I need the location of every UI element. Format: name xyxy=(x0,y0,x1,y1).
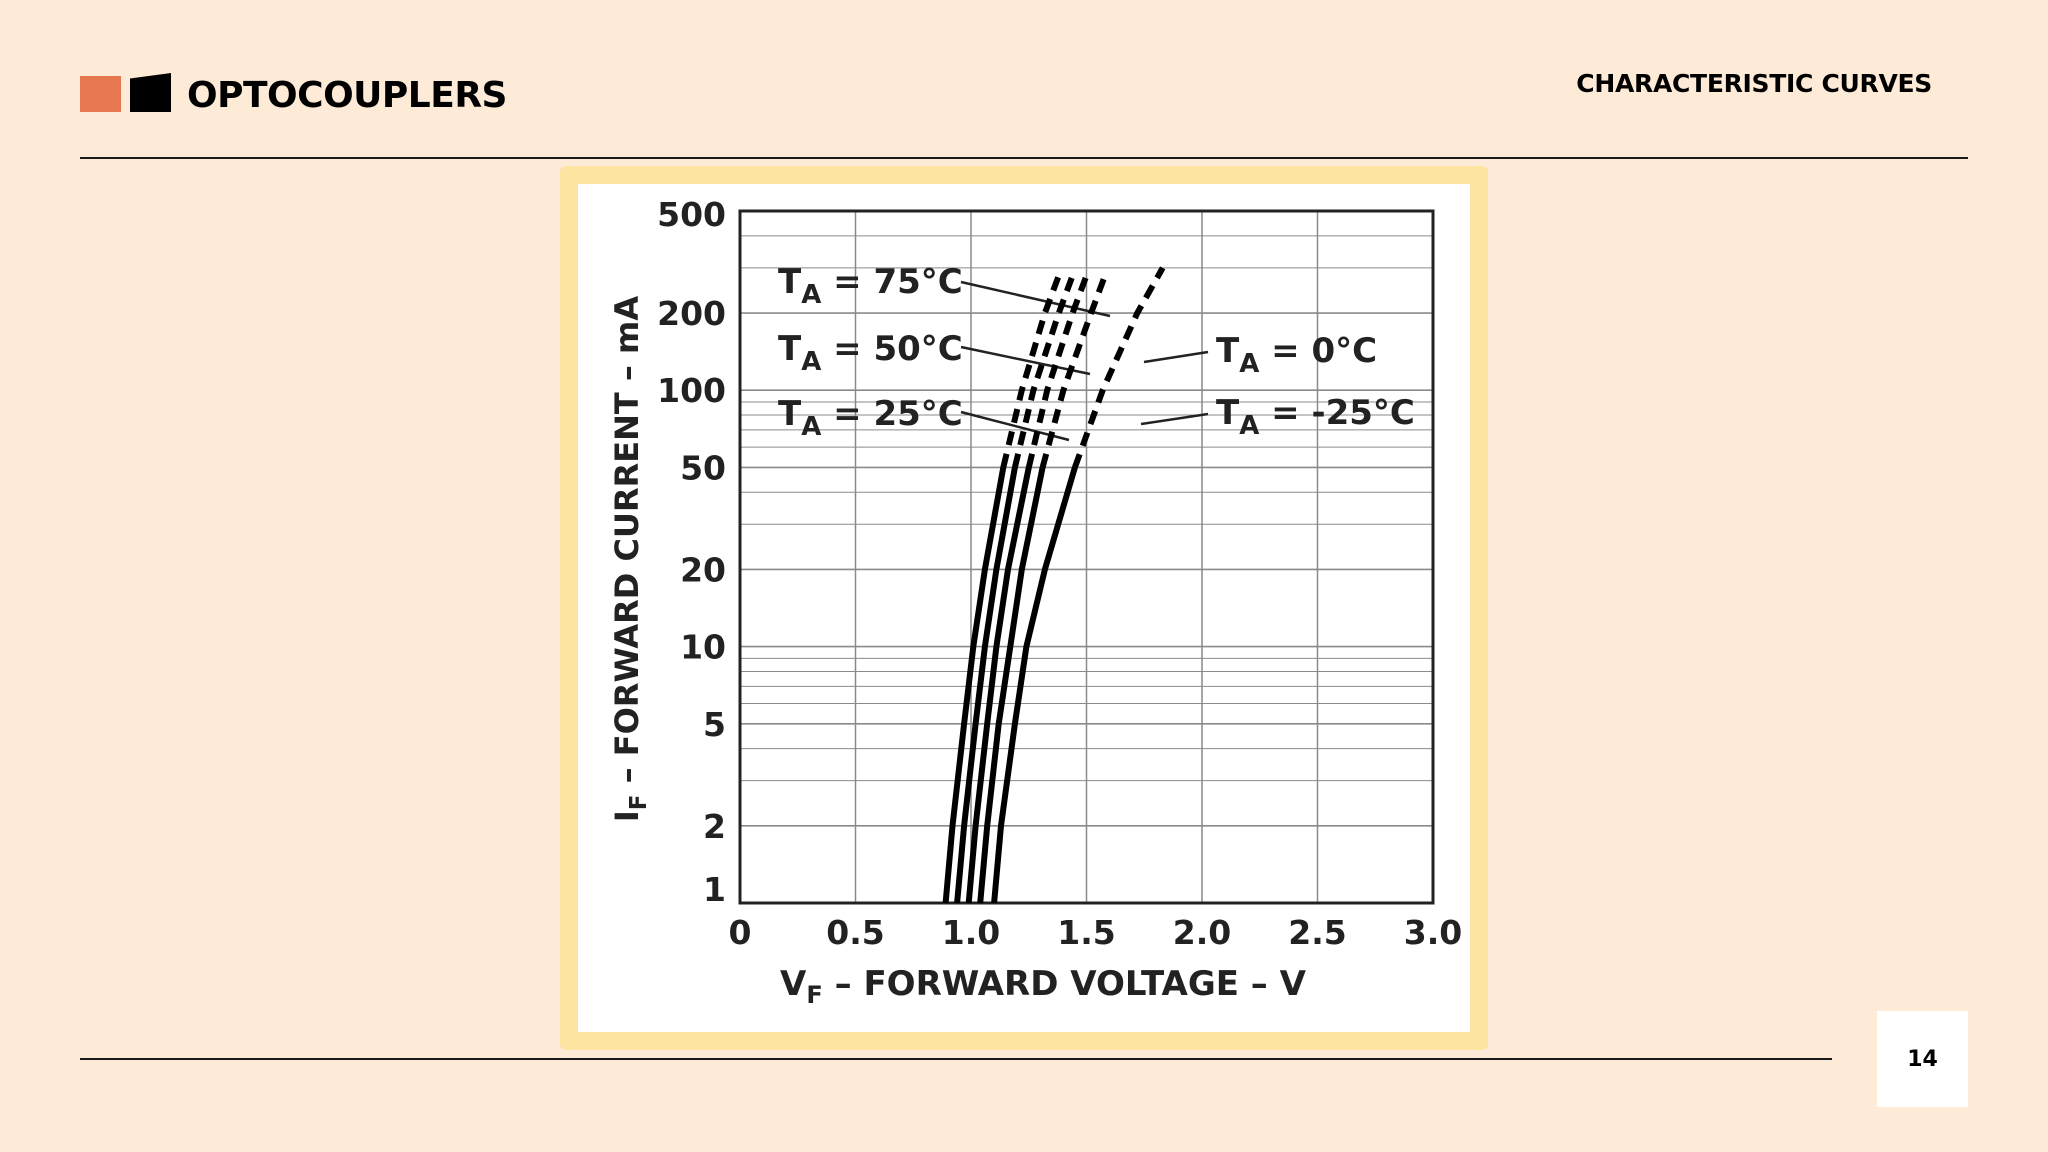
annotation-leader-line xyxy=(1143,350,1209,364)
x-tick-label: 0 xyxy=(729,913,752,952)
x-tick-label: 1.0 xyxy=(942,913,1000,952)
x-tick-label: 3.0 xyxy=(1404,913,1462,952)
x-axis-label: VF – FORWARD VOLTAGE – V xyxy=(780,964,1307,1009)
x-axis-label-main: V xyxy=(780,964,807,1004)
annotation-ta-75: TA = 75°C xyxy=(778,262,963,310)
x-tick-label: 2.5 xyxy=(1288,913,1346,952)
annotation-ta-minus25: TA = -25°C xyxy=(1216,393,1415,441)
y-tick-label: 2 xyxy=(703,807,726,846)
curve-solid-4 xyxy=(991,466,1078,904)
section-title: CHARACTERISTIC CURVES xyxy=(1576,69,1932,98)
y-tick-label: 20 xyxy=(680,550,726,589)
annotation-ta-50: TA = 50°C xyxy=(778,329,963,377)
annotation-leader-line xyxy=(960,280,1111,318)
x-axis-label-rest: – FORWARD VOLTAGE – V xyxy=(823,964,1307,1004)
annotation-ta-25: TA = 25°C xyxy=(778,394,963,442)
y-axis-label-sub: F xyxy=(626,794,652,810)
page-number: 14 xyxy=(1907,1046,1938,1072)
chart-panel: 0 0.5 1.0 1.5 2.0 2.5 3.0 1 2 5 10 20 50 100 200 500 V… xyxy=(578,184,1470,1032)
y-tick-label: 200 xyxy=(657,294,726,333)
y-tick-label: 1 xyxy=(703,870,726,909)
curve-dashed-2 xyxy=(1025,274,1090,469)
x-axis-label-sub: F xyxy=(806,981,822,1009)
curve-solid-0 xyxy=(942,466,1007,904)
footer-divider xyxy=(80,1058,1832,1060)
curve-solid-1 xyxy=(954,466,1018,904)
page-number-box: 14 xyxy=(1877,1011,1968,1107)
chart-frame: 0 0.5 1.0 1.5 2.0 2.5 3.0 1 2 5 10 20 50 100 200 500 V… xyxy=(560,166,1488,1050)
y-tick-label: 5 xyxy=(703,705,726,744)
x-tick-label: 1.5 xyxy=(1057,913,1115,952)
y-axis-label-main: I xyxy=(608,810,646,822)
x-tick-label: 0.5 xyxy=(826,913,884,952)
forward-voltage-chart: 0 0.5 1.0 1.5 2.0 2.5 3.0 1 2 5 10 20 50 100 200 500 V… xyxy=(608,195,1462,1009)
plot-area-border xyxy=(738,209,1435,905)
y-axis-label: IF – FORWARD CURRENT – mA xyxy=(608,296,652,822)
header-divider xyxy=(80,157,1968,159)
curve-dashed-4 xyxy=(1072,266,1166,469)
logo-black-block xyxy=(130,73,171,112)
x-tick-label: 2.0 xyxy=(1173,913,1231,952)
brand-title: OPTOCOUPLERS xyxy=(187,75,507,116)
y-tick-label: 100 xyxy=(657,371,726,410)
curve-solid-3 xyxy=(977,466,1046,904)
curve-solid-2 xyxy=(965,466,1032,904)
curve-dashed-3 xyxy=(1039,274,1108,469)
curve-dashed-1 xyxy=(1011,274,1076,469)
annotation-leader-line xyxy=(1140,412,1209,426)
y-tick-label: 10 xyxy=(680,628,726,667)
y-tick-label: 50 xyxy=(680,448,726,487)
y-axis-label-rest: – FORWARD CURRENT – mA xyxy=(608,296,646,795)
annotation-ta-0: TA = 0°C xyxy=(1216,331,1377,379)
y-tick-label: 500 xyxy=(657,195,726,234)
curve-dashed-0 xyxy=(1000,274,1062,469)
logo-orange-block xyxy=(80,76,121,112)
